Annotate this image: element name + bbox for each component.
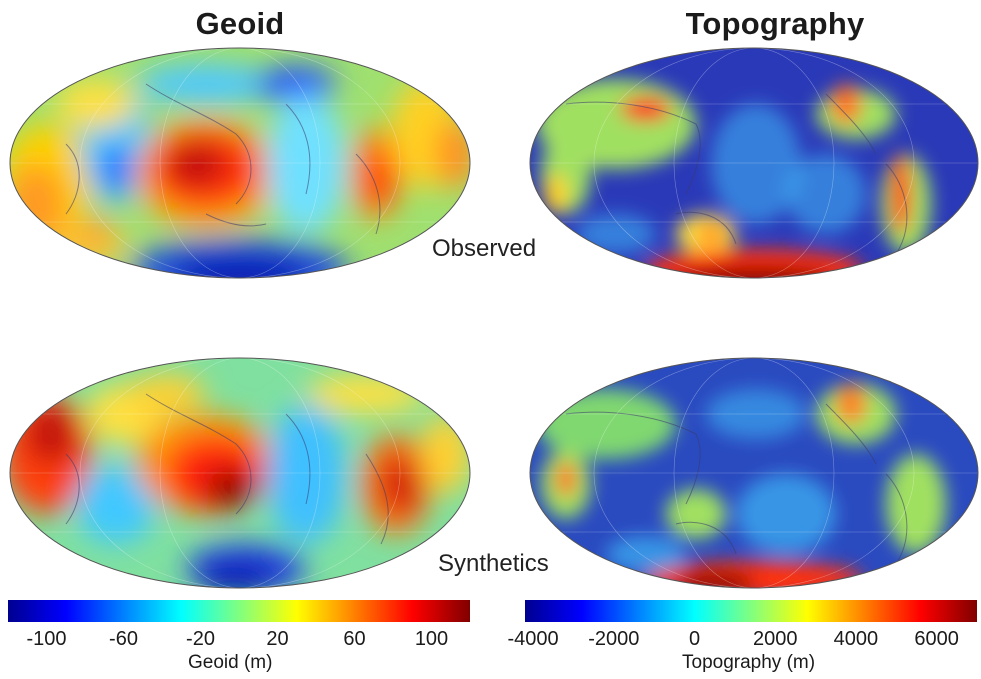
geoid-tick: -60	[109, 628, 138, 650]
observed-geoid-map	[9, 47, 471, 279]
topography-tick: 6000	[914, 628, 959, 650]
observed-topography-map	[529, 47, 979, 279]
observed-label: Observed	[432, 235, 537, 262]
geoid-tick: 100	[414, 628, 449, 650]
synthetic-geoid-map	[9, 357, 471, 589]
geoid-colorbar-label: Geoid (m)	[188, 652, 273, 673]
topography-tick: -4000	[507, 628, 559, 650]
topography-tick: 2000	[752, 628, 798, 650]
geoid-tick: 20	[266, 628, 289, 650]
synthetics-label: Synthetics	[438, 550, 549, 577]
synthetic-topography-map	[529, 357, 979, 589]
topography-tick: -2000	[588, 628, 640, 650]
topography-colorbar-gradient	[525, 600, 977, 622]
geoid-tick: 60	[343, 628, 366, 650]
topography-colorbar-label: Topography (m)	[682, 652, 816, 673]
geoid-column-title: Geoid	[195, 6, 285, 41]
geoid-colorbar-gradient	[8, 600, 470, 622]
topography-tick: 0	[688, 628, 701, 650]
geoid-tick: -100	[26, 628, 67, 650]
topography-tick: 4000	[833, 628, 879, 650]
topography-column-title: Topography	[685, 6, 865, 41]
geoid-tick: -20	[186, 628, 215, 650]
